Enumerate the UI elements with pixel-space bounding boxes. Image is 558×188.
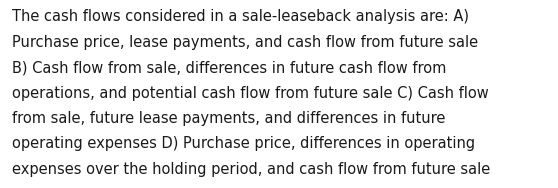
Text: The cash flows considered in a sale-leaseback analysis are: A): The cash flows considered in a sale-leas… (12, 9, 469, 24)
Text: operating expenses D) Purchase price, differences in operating: operating expenses D) Purchase price, di… (12, 136, 475, 151)
Text: operations, and potential cash flow from future sale C) Cash flow: operations, and potential cash flow from… (12, 86, 489, 101)
Text: from sale, future lease payments, and differences in future: from sale, future lease payments, and di… (12, 111, 446, 126)
Text: Purchase price, lease payments, and cash flow from future sale: Purchase price, lease payments, and cash… (12, 35, 478, 50)
Text: B) Cash flow from sale, differences in future cash flow from: B) Cash flow from sale, differences in f… (12, 60, 446, 75)
Text: expenses over the holding period, and cash flow from future sale: expenses over the holding period, and ca… (12, 162, 490, 177)
